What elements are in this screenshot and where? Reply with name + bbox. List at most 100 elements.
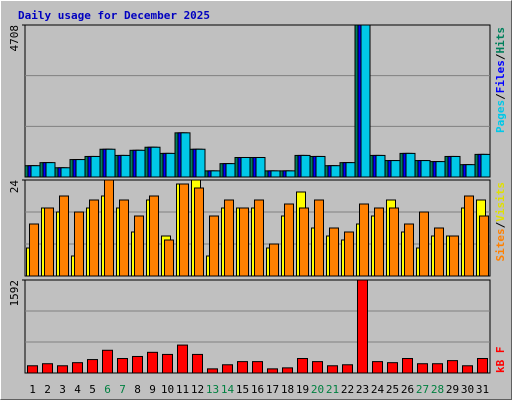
x-tick-label: 4 bbox=[74, 383, 81, 396]
bar bbox=[359, 203, 369, 277]
bar bbox=[135, 149, 146, 178]
bar bbox=[180, 132, 191, 178]
bar bbox=[210, 170, 221, 178]
bar bbox=[480, 153, 491, 178]
x-tick-label: 7 bbox=[119, 383, 126, 396]
bar bbox=[252, 361, 263, 374]
bar bbox=[434, 227, 444, 277]
x-tick-label: 12 bbox=[191, 383, 204, 396]
x-tick-label: 31 bbox=[476, 383, 489, 396]
bar bbox=[240, 156, 251, 178]
bar bbox=[224, 199, 234, 277]
bar bbox=[330, 165, 341, 178]
bar bbox=[57, 365, 68, 374]
bar bbox=[44, 207, 54, 277]
bar bbox=[177, 344, 188, 374]
bar bbox=[360, 24, 371, 178]
bar bbox=[225, 163, 236, 178]
bar bbox=[27, 365, 38, 374]
bar bbox=[162, 353, 173, 374]
bar bbox=[462, 365, 473, 374]
bar bbox=[150, 146, 161, 178]
bar bbox=[120, 154, 131, 178]
bar bbox=[374, 207, 384, 277]
legend-entry: kB F bbox=[494, 347, 507, 374]
bar bbox=[419, 211, 429, 277]
x-tick-label: 19 bbox=[296, 383, 309, 396]
x-tick-label: 25 bbox=[386, 383, 399, 396]
x-tick-label: 11 bbox=[176, 383, 189, 396]
bar bbox=[447, 360, 458, 374]
bar bbox=[222, 364, 233, 374]
bar bbox=[89, 199, 99, 277]
bar bbox=[420, 160, 431, 178]
x-tick-label: 13 bbox=[206, 383, 219, 396]
bar bbox=[239, 207, 249, 277]
bar bbox=[29, 223, 39, 277]
bar bbox=[465, 164, 476, 178]
bar bbox=[165, 152, 176, 178]
x-tick-label: 29 bbox=[446, 383, 459, 396]
x-tick-label: 21 bbox=[326, 383, 339, 396]
legend-entry: Pages bbox=[494, 100, 507, 133]
bar bbox=[375, 154, 386, 178]
bar bbox=[300, 154, 311, 178]
legend-entry: Visits bbox=[494, 182, 507, 222]
chart-title: Daily usage for December 2025 bbox=[18, 9, 210, 22]
legend-separator: / bbox=[494, 221, 507, 228]
bar bbox=[479, 215, 489, 277]
legend: Sites/Visits bbox=[494, 182, 507, 262]
panel bbox=[24, 279, 491, 374]
bar bbox=[102, 349, 113, 374]
bar bbox=[117, 358, 128, 374]
bar bbox=[192, 353, 203, 374]
x-tick-label: 27 bbox=[416, 383, 429, 396]
bar bbox=[405, 152, 416, 178]
bar bbox=[387, 362, 398, 374]
bar bbox=[132, 355, 143, 374]
x-tick-label: 8 bbox=[134, 383, 141, 396]
legend: kB F bbox=[494, 347, 507, 374]
x-tick-label: 18 bbox=[281, 383, 294, 396]
bar bbox=[450, 155, 461, 178]
x-tick-label: 2 bbox=[44, 383, 51, 396]
x-tick-label: 23 bbox=[356, 383, 369, 396]
bar bbox=[270, 170, 281, 178]
x-tick-label: 10 bbox=[161, 383, 174, 396]
y-tick-label: 24 bbox=[8, 180, 21, 194]
bar bbox=[435, 161, 446, 178]
bar bbox=[345, 162, 356, 178]
bar bbox=[297, 358, 308, 374]
bar bbox=[315, 155, 326, 178]
x-tick-label: 5 bbox=[89, 383, 96, 396]
x-tick-label: 28 bbox=[431, 383, 444, 396]
bar bbox=[372, 361, 383, 374]
x-tick-label: 14 bbox=[221, 383, 235, 396]
bar bbox=[105, 148, 116, 178]
bar bbox=[284, 203, 294, 277]
bar bbox=[449, 235, 459, 277]
legend-separator: / bbox=[494, 53, 507, 60]
x-tick-label: 24 bbox=[371, 383, 385, 396]
bar bbox=[477, 358, 488, 374]
bar bbox=[72, 362, 83, 374]
bar bbox=[74, 211, 84, 277]
bar bbox=[90, 155, 101, 178]
y-tick-label: 1592 bbox=[8, 280, 21, 307]
legend-entry: Files bbox=[494, 60, 507, 93]
bar bbox=[432, 363, 443, 374]
bar bbox=[464, 195, 474, 277]
x-tick-label: 15 bbox=[236, 383, 249, 396]
bar bbox=[299, 207, 309, 277]
bar bbox=[237, 361, 248, 374]
bar bbox=[87, 359, 98, 374]
x-tick-label: 3 bbox=[59, 383, 66, 396]
x-tick-label: 9 bbox=[149, 383, 156, 396]
bar bbox=[285, 170, 296, 178]
legend-separator: / bbox=[494, 93, 507, 100]
bar bbox=[282, 367, 293, 374]
x-tick-label: 22 bbox=[341, 383, 354, 396]
bar bbox=[149, 195, 159, 277]
x-tick-label: 20 bbox=[311, 383, 324, 396]
